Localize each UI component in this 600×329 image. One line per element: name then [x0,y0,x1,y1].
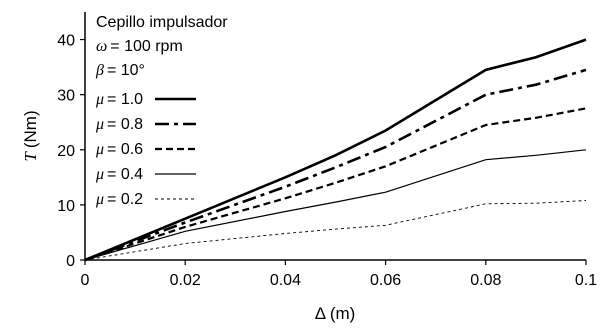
mu-symbol: μ [95,116,104,133]
y-tick-label: 10 [57,198,75,215]
angle-value: = 10° [107,62,145,79]
speed-value: = 100 rpm [110,38,182,55]
mu-symbol: μ [95,166,104,183]
omega-symbol: ω [96,38,107,55]
x-tick-label: 0.06 [370,272,401,289]
y-tick-label: 40 [57,33,75,50]
mu-symbol: μ [95,91,104,108]
legend: μ = 1.0μ = 0.8μ = 0.6μ = 0.4μ = 0.2 [95,91,196,208]
annotation-angle: β = 10° [95,62,145,79]
x-tick-label: 0.08 [470,272,501,289]
series-line-3 [85,108,586,260]
legend-value: = 1.0 [107,91,143,108]
legend-value: = 0.2 [107,191,143,208]
legend-value: = 0.6 [107,141,143,158]
y-axis-symbol: T [21,151,40,162]
legend-value: = 0.4 [107,166,143,183]
y-axis-unit: (Nm) [21,110,40,148]
annotation-title: Cepillo impulsador [96,14,228,31]
series-line-4 [85,150,586,260]
legend-label-5: μ = 0.2 [95,191,143,208]
x-tick-label: 0.04 [270,272,301,289]
legend-label-3: μ = 0.6 [95,141,143,158]
legend-label-1: μ = 1.0 [95,91,143,108]
x-tick-label: 0.1 [575,272,597,289]
y-tick-label: 0 [66,253,75,270]
x-axis-title: Δ (m) [315,304,356,323]
beta-symbol: β [95,62,104,79]
y-axis-title: T (Nm) [21,110,40,161]
legend-value: = 0.8 [107,116,143,133]
x-tick-label: 0.02 [170,272,201,289]
y-tick-label: 20 [57,143,75,160]
mu-symbol: μ [95,141,104,158]
annotation-speed: ω = 100 rpm [96,38,183,55]
x-tick-label: 0 [81,272,90,289]
mu-symbol: μ [95,191,104,208]
legend-label-4: μ = 0.4 [95,166,143,183]
y-tick-label: 30 [57,88,75,105]
legend-label-2: μ = 0.8 [95,116,143,133]
